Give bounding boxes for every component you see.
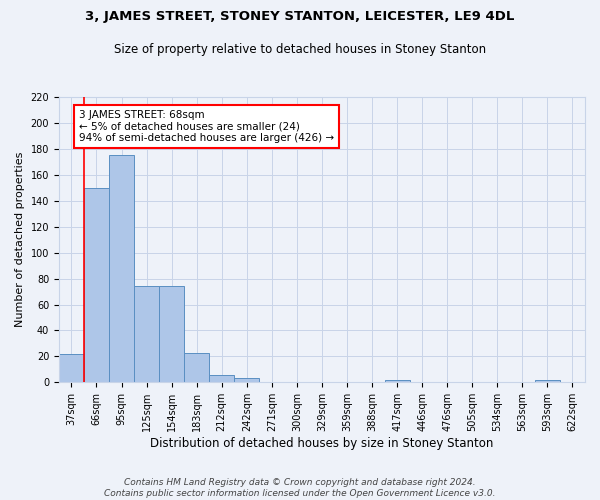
Bar <box>84 188 109 382</box>
Text: Contains HM Land Registry data © Crown copyright and database right 2024.
Contai: Contains HM Land Registry data © Crown c… <box>104 478 496 498</box>
Bar <box>159 286 184 382</box>
Bar <box>59 354 84 382</box>
Bar <box>535 380 560 382</box>
Bar <box>385 380 410 382</box>
Y-axis label: Number of detached properties: Number of detached properties <box>15 152 25 328</box>
Text: Size of property relative to detached houses in Stoney Stanton: Size of property relative to detached ho… <box>114 42 486 56</box>
X-axis label: Distribution of detached houses by size in Stoney Stanton: Distribution of detached houses by size … <box>150 437 494 450</box>
Text: 3 JAMES STREET: 68sqm
← 5% of detached houses are smaller (24)
94% of semi-detac: 3 JAMES STREET: 68sqm ← 5% of detached h… <box>79 110 334 143</box>
Text: 3, JAMES STREET, STONEY STANTON, LEICESTER, LE9 4DL: 3, JAMES STREET, STONEY STANTON, LEICEST… <box>85 10 515 23</box>
Bar <box>109 156 134 382</box>
Bar <box>234 378 259 382</box>
Bar <box>134 286 159 382</box>
Bar <box>184 352 209 382</box>
Bar <box>209 374 234 382</box>
